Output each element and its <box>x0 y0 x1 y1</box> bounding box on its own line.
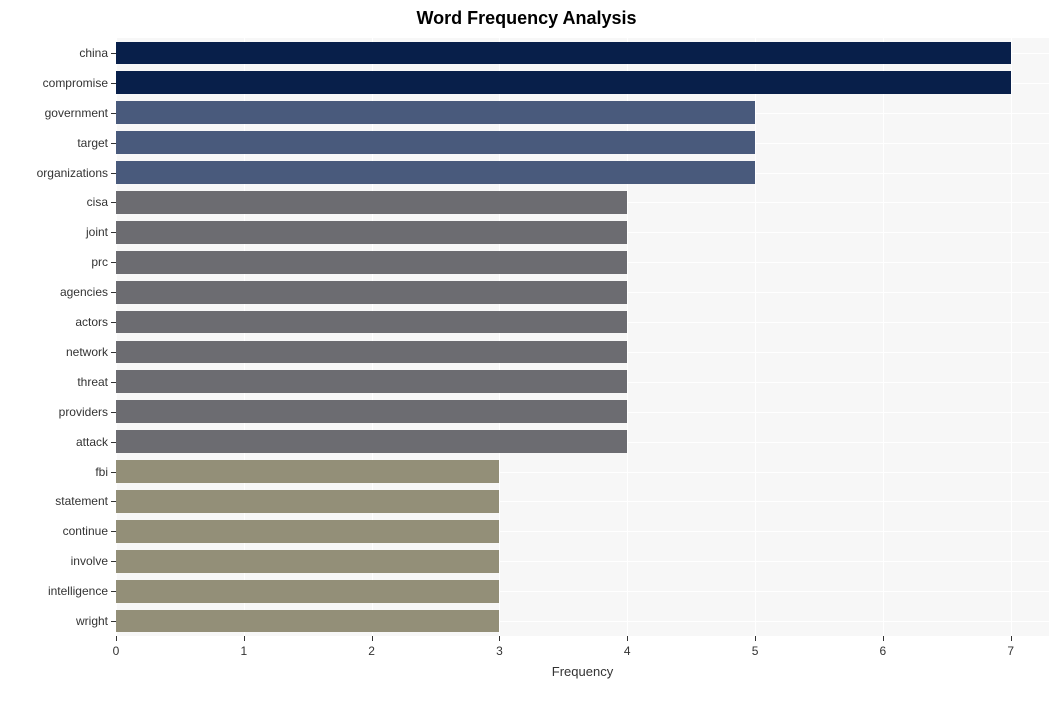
y-tick <box>111 322 116 323</box>
y-tick <box>111 382 116 383</box>
x-gridline <box>116 38 117 636</box>
x-tick <box>883 636 884 641</box>
y-tick <box>111 83 116 84</box>
x-tick <box>1011 636 1012 641</box>
y-tick-label: threat <box>77 375 108 389</box>
x-tick-label: 7 <box>1007 644 1014 658</box>
bar <box>116 610 499 633</box>
y-tick-label: wright <box>76 614 108 628</box>
x-tick <box>499 636 500 641</box>
x-tick-label: 6 <box>880 644 887 658</box>
y-tick-label: actors <box>75 315 108 329</box>
bar <box>116 251 627 274</box>
y-tick-label: fbi <box>95 465 108 479</box>
y-tick <box>111 292 116 293</box>
x-tick <box>627 636 628 641</box>
y-tick-label: compromise <box>43 76 108 90</box>
x-gridline <box>1011 38 1012 636</box>
x-tick <box>755 636 756 641</box>
y-tick-label: government <box>45 106 108 120</box>
bar <box>116 221 627 244</box>
y-tick-label: joint <box>86 225 108 239</box>
y-tick <box>111 561 116 562</box>
x-gridline <box>244 38 245 636</box>
bar <box>116 191 627 214</box>
x-tick-label: 5 <box>752 644 759 658</box>
bar <box>116 311 627 334</box>
bar <box>116 42 1011 65</box>
bar <box>116 341 627 364</box>
word-frequency-chart: Word Frequency Analysis Frequency 0 1 2 3 4 5… <box>0 0 1053 701</box>
y-tick-label: intelligence <box>48 584 108 598</box>
y-tick <box>111 173 116 174</box>
bar <box>116 400 627 423</box>
x-tick <box>116 636 117 641</box>
bar <box>116 550 499 573</box>
x-tick <box>372 636 373 641</box>
y-tick <box>111 202 116 203</box>
x-tick-label: 3 <box>496 644 503 658</box>
x-gridline <box>372 38 373 636</box>
x-gridline <box>883 38 884 636</box>
y-tick <box>111 621 116 622</box>
y-tick-label: prc <box>91 255 108 269</box>
x-tick <box>244 636 245 641</box>
y-tick-label: attack <box>76 435 108 449</box>
bar <box>116 71 1011 94</box>
y-tick <box>111 262 116 263</box>
x-tick-label: 4 <box>624 644 631 658</box>
y-tick-label: continue <box>63 524 108 538</box>
y-tick-label: involve <box>71 554 108 568</box>
x-tick-label: 2 <box>368 644 375 658</box>
x-axis-label: Frequency <box>483 664 683 679</box>
y-tick <box>111 352 116 353</box>
y-tick <box>111 472 116 473</box>
bar <box>116 580 499 603</box>
y-tick <box>111 143 116 144</box>
y-tick <box>111 531 116 532</box>
y-tick <box>111 232 116 233</box>
y-tick <box>111 501 116 502</box>
bar <box>116 520 499 543</box>
bar <box>116 490 499 513</box>
y-tick <box>111 53 116 54</box>
y-tick-label: statement <box>55 494 108 508</box>
x-gridline <box>755 38 756 636</box>
bar <box>116 281 627 304</box>
y-tick-label: network <box>66 345 108 359</box>
y-tick-label: china <box>79 46 108 60</box>
y-tick-label: cisa <box>87 195 108 209</box>
bar <box>116 131 755 154</box>
bar <box>116 161 755 184</box>
plot-area <box>116 38 1049 636</box>
x-gridline <box>499 38 500 636</box>
y-tick <box>111 113 116 114</box>
y-tick-label: agencies <box>60 285 108 299</box>
y-tick-label: organizations <box>37 166 108 180</box>
chart-title: Word Frequency Analysis <box>0 8 1053 29</box>
y-tick <box>111 412 116 413</box>
x-tick-label: 0 <box>113 644 120 658</box>
bar <box>116 460 499 483</box>
bar <box>116 430 627 453</box>
y-tick-label: target <box>77 136 108 150</box>
bar <box>116 370 627 393</box>
y-tick <box>111 591 116 592</box>
y-tick <box>111 442 116 443</box>
x-gridline <box>627 38 628 636</box>
y-tick-label: providers <box>59 405 108 419</box>
x-tick-label: 1 <box>240 644 247 658</box>
bar <box>116 101 755 124</box>
